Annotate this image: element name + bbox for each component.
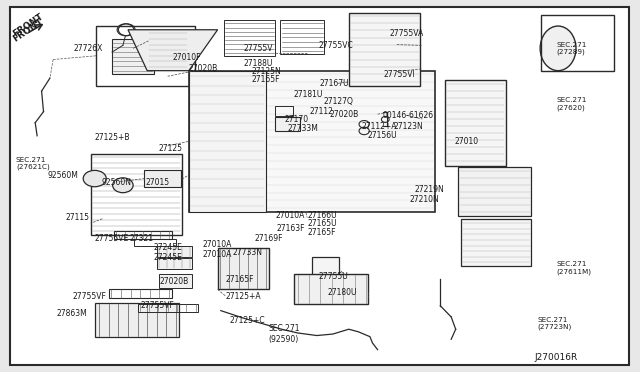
- Bar: [445, 80, 506, 166]
- Text: 27219N: 27219N: [415, 185, 444, 194]
- Text: 27020B: 27020B: [189, 64, 218, 73]
- Bar: [349, 13, 420, 86]
- Text: SEC.271
(92590): SEC.271 (92590): [269, 324, 300, 344]
- Bar: [114, 231, 172, 239]
- Text: SEC.271
(27289): SEC.271 (27289): [557, 42, 587, 55]
- Bar: [138, 304, 198, 312]
- Bar: [461, 219, 531, 266]
- Text: 27726X: 27726X: [74, 44, 103, 53]
- Text: 27127Q: 27127Q: [323, 97, 353, 106]
- Text: 27755VE: 27755VE: [95, 234, 129, 243]
- Text: 27165F: 27165F: [225, 275, 254, 283]
- Bar: [144, 170, 181, 187]
- Bar: [218, 248, 269, 289]
- Text: 27188U: 27188U: [243, 59, 273, 68]
- Text: 27125+B: 27125+B: [95, 133, 130, 142]
- Bar: [458, 167, 531, 216]
- Text: 27156U: 27156U: [368, 131, 397, 140]
- Text: 27167U: 27167U: [320, 79, 349, 88]
- Bar: [95, 303, 179, 337]
- Bar: [157, 258, 192, 269]
- Bar: [224, 20, 275, 56]
- Text: 27015: 27015: [146, 178, 170, 187]
- Bar: [91, 154, 182, 235]
- Text: 27010F: 27010F: [173, 53, 202, 62]
- Text: 27755VF: 27755VF: [141, 301, 175, 310]
- Text: 00146-61626: 00146-61626: [383, 111, 434, 120]
- Text: 27166U: 27166U: [307, 211, 337, 220]
- Text: 27123N: 27123N: [394, 122, 423, 131]
- Text: SEC.271
(27620): SEC.271 (27620): [557, 97, 587, 111]
- Bar: [275, 106, 293, 116]
- Text: 27010A: 27010A: [202, 240, 232, 249]
- Polygon shape: [128, 30, 218, 71]
- Bar: [134, 239, 176, 246]
- Text: 27755U: 27755U: [318, 272, 348, 280]
- Bar: [189, 71, 266, 212]
- Text: 27755V: 27755V: [243, 44, 273, 53]
- Text: 27755VA: 27755VA: [389, 29, 424, 38]
- Text: SEC.271
(27621C): SEC.271 (27621C): [16, 157, 50, 170]
- Text: 27115: 27115: [66, 213, 90, 222]
- Text: 27112: 27112: [310, 107, 333, 116]
- Text: 27170: 27170: [284, 115, 308, 124]
- Text: 27010A: 27010A: [202, 250, 232, 259]
- Text: J270016R: J270016R: [534, 353, 578, 362]
- Text: FRONT: FRONT: [12, 17, 45, 44]
- Bar: [112, 39, 154, 74]
- Bar: [312, 257, 339, 278]
- Text: 27010A: 27010A: [275, 211, 305, 220]
- Text: FRONT: FRONT: [12, 12, 45, 39]
- Text: 27733N: 27733N: [232, 248, 262, 257]
- Ellipse shape: [113, 178, 133, 193]
- Text: 27163F: 27163F: [276, 224, 305, 233]
- Bar: [275, 117, 300, 131]
- Ellipse shape: [540, 26, 576, 71]
- Text: 27755VI: 27755VI: [384, 70, 416, 79]
- Bar: [96, 26, 195, 86]
- Text: 27125N: 27125N: [252, 67, 281, 76]
- Text: 27863M: 27863M: [56, 309, 87, 318]
- Bar: [159, 274, 192, 288]
- Text: 27112+A: 27112+A: [362, 122, 397, 131]
- Text: 92560N: 92560N: [101, 178, 131, 187]
- Bar: [280, 20, 324, 54]
- Text: 27755VC: 27755VC: [318, 41, 353, 50]
- Text: 92560M: 92560M: [48, 171, 79, 180]
- Text: 27125+A: 27125+A: [225, 292, 261, 301]
- Ellipse shape: [83, 170, 106, 187]
- Text: 27733M: 27733M: [288, 124, 319, 133]
- Text: SEC.271
(27723N): SEC.271 (27723N): [538, 317, 572, 330]
- Text: 27181U: 27181U: [293, 90, 323, 99]
- Bar: [109, 289, 172, 298]
- Text: 27125: 27125: [159, 144, 183, 153]
- Bar: [189, 71, 435, 212]
- Text: 27169F: 27169F: [254, 234, 283, 243]
- Text: 27180U: 27180U: [328, 288, 357, 296]
- Text: SEC.271
(27611M): SEC.271 (27611M): [557, 261, 592, 275]
- Bar: [294, 274, 368, 304]
- Text: 27165U: 27165U: [307, 219, 337, 228]
- Text: 27245E: 27245E: [154, 253, 182, 262]
- Bar: [541, 15, 614, 71]
- Bar: [157, 246, 192, 257]
- Text: 27010: 27010: [454, 137, 479, 146]
- Text: 27210N: 27210N: [410, 195, 439, 203]
- Text: 27755VF: 27755VF: [72, 292, 106, 301]
- Text: 27165F: 27165F: [307, 228, 336, 237]
- Text: 27245E: 27245E: [154, 243, 182, 252]
- Text: 27165F: 27165F: [252, 75, 280, 84]
- Text: 27125+C: 27125+C: [229, 316, 265, 325]
- Text: 27321: 27321: [129, 234, 154, 243]
- Text: 27020B: 27020B: [160, 278, 189, 286]
- Text: 27020B: 27020B: [330, 110, 359, 119]
